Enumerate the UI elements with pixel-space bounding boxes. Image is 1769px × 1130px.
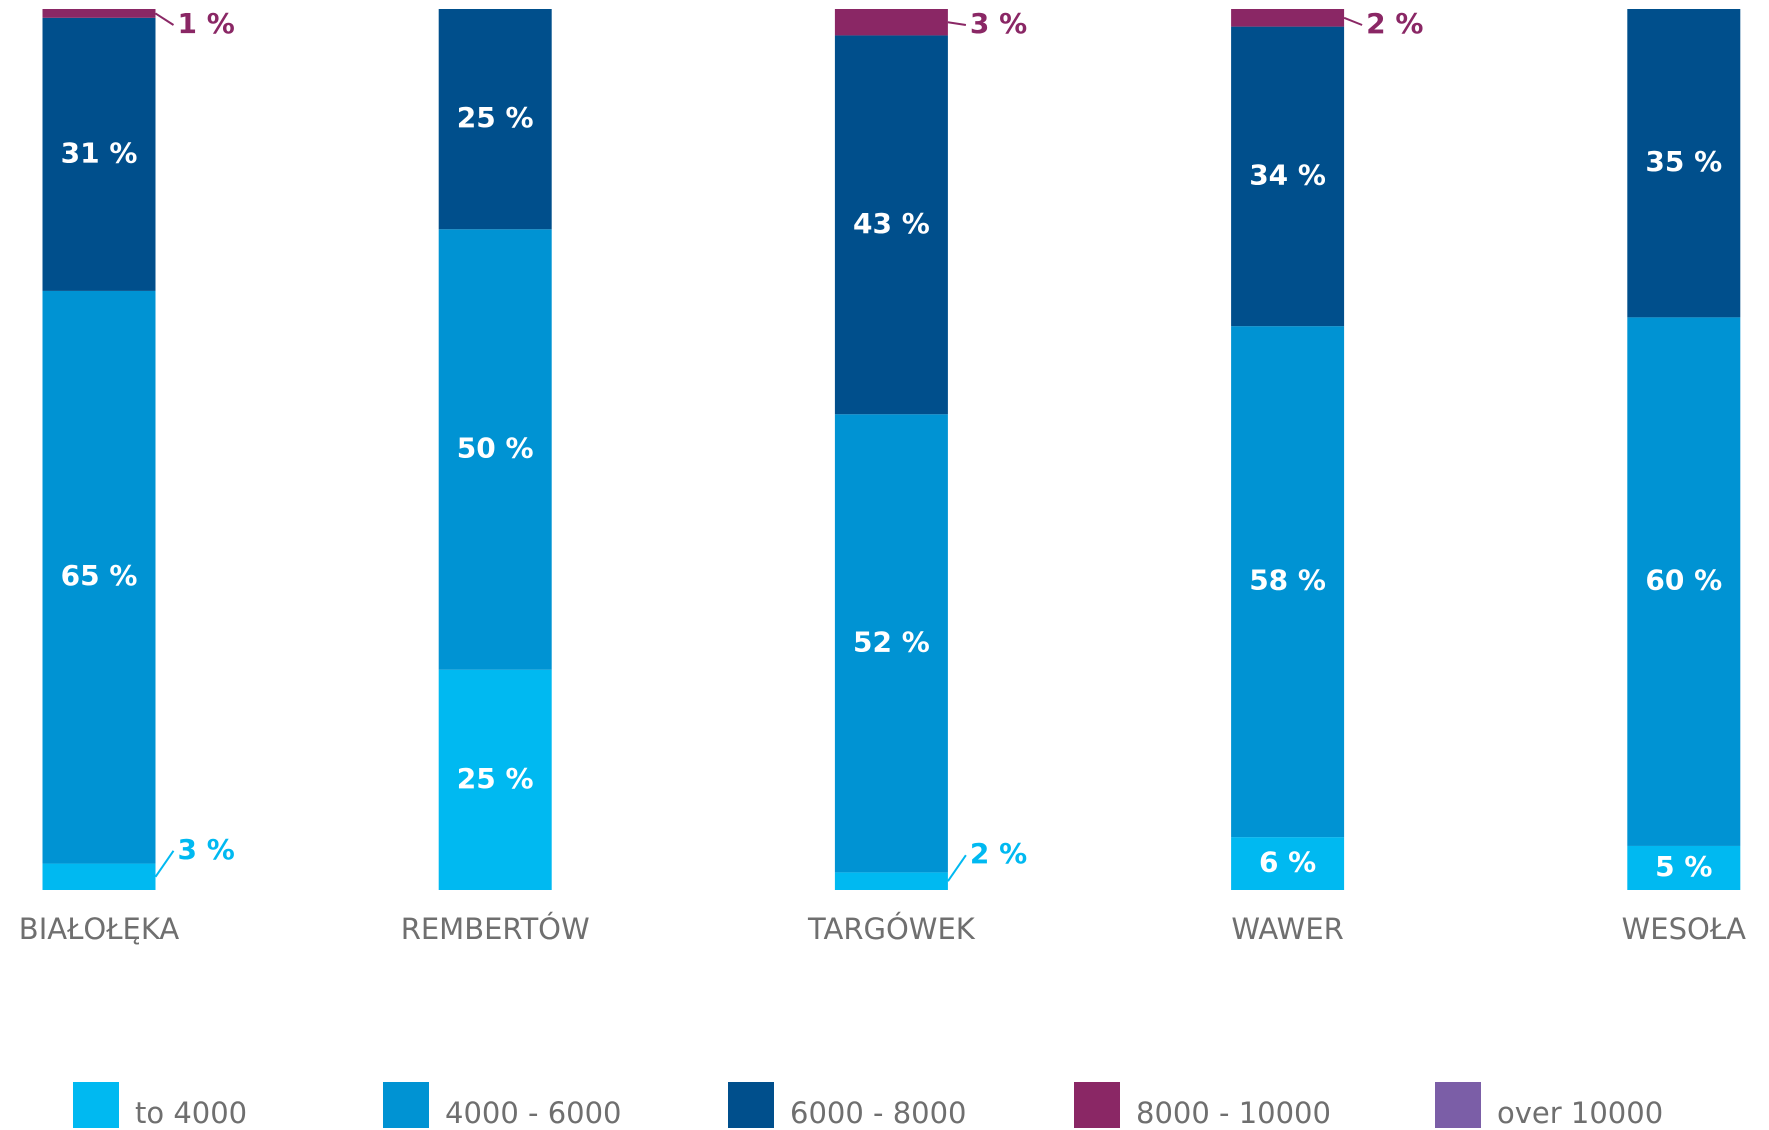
legend-label: 8000 - 10000 xyxy=(1136,1096,1331,1130)
bar-segment xyxy=(1627,9,1741,318)
bar-segment xyxy=(438,229,552,670)
value-label: 5 % xyxy=(1655,850,1712,883)
leader-line xyxy=(1343,16,1363,26)
value-label: 60 % xyxy=(1645,564,1722,597)
legend-swatch xyxy=(73,1082,119,1128)
value-label: 31 % xyxy=(61,136,138,169)
bar-segment xyxy=(1627,845,1741,890)
bar-segment xyxy=(834,35,948,415)
value-label: 2 % xyxy=(970,837,1027,870)
leader-line xyxy=(947,854,967,882)
value-label: 58 % xyxy=(1249,564,1326,597)
bar-segment xyxy=(438,9,552,230)
value-label: 3 % xyxy=(178,833,235,866)
leader-line xyxy=(154,850,175,878)
value-label: 65 % xyxy=(61,559,138,592)
value-label: 25 % xyxy=(457,101,534,134)
bar-segment xyxy=(834,414,948,873)
category-label: TARGÓWEK xyxy=(807,912,976,946)
category-label: BIAŁOŁĘKA xyxy=(19,912,180,946)
category-label: WESOŁA xyxy=(1622,912,1747,946)
legend-swatch xyxy=(1435,1082,1481,1128)
value-label: 35 % xyxy=(1645,145,1722,178)
bar-segment xyxy=(438,669,552,890)
legend-swatch xyxy=(1074,1082,1120,1128)
bar-segment xyxy=(42,9,156,18)
leader-line xyxy=(154,12,175,26)
bar-segment xyxy=(42,863,156,890)
legend-swatch xyxy=(728,1082,774,1128)
bar-segment xyxy=(1231,26,1345,327)
value-label: 2 % xyxy=(1366,7,1423,40)
bar-segment xyxy=(834,9,948,36)
leader-line xyxy=(947,21,967,26)
bar-segment xyxy=(1627,317,1741,846)
value-label: 25 % xyxy=(457,762,534,795)
bar-segment xyxy=(42,17,156,291)
bar-segment xyxy=(1231,9,1345,27)
value-label: 34 % xyxy=(1249,158,1326,191)
value-label: 6 % xyxy=(1259,846,1316,879)
legend-label: over 10000 xyxy=(1497,1096,1663,1130)
value-label: 1 % xyxy=(178,7,235,40)
legend-label: 4000 - 6000 xyxy=(445,1096,622,1130)
value-label: 3 % xyxy=(970,7,1027,40)
bar-segment xyxy=(1231,326,1345,838)
category-label: REMBERTÓW xyxy=(401,912,590,946)
value-label: 43 % xyxy=(853,207,930,240)
category-label: WAWER xyxy=(1231,912,1344,946)
legend-swatch xyxy=(383,1082,429,1128)
legend-label: 6000 - 8000 xyxy=(790,1096,967,1130)
value-label: 52 % xyxy=(853,625,930,658)
bar-segment xyxy=(1231,837,1345,890)
bar-segment xyxy=(834,872,948,890)
bar-segment xyxy=(42,290,156,864)
legend-label: to 4000 xyxy=(135,1096,247,1130)
value-label: 50 % xyxy=(457,432,534,465)
